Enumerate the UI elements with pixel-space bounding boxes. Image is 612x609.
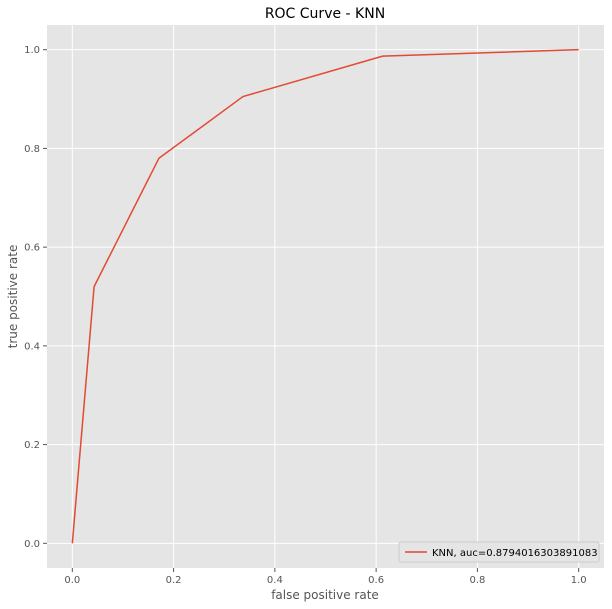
y-tick-label: 0.6 <box>24 243 40 254</box>
x-tick-label: 0.6 <box>368 575 384 586</box>
y-tick-label: 0.8 <box>24 144 40 155</box>
legend-box <box>398 541 600 563</box>
x-tick-label: 0.0 <box>64 575 80 586</box>
x-tick-label: 1.0 <box>571 575 587 586</box>
grid-lines <box>47 25 604 568</box>
chart-title: ROC Curve - KNN <box>265 6 385 22</box>
x-tick-label: 0.8 <box>469 575 485 586</box>
x-axis-ticks: 0.0 0.2 0.4 0.6 0.8 1.0 <box>64 568 587 586</box>
y-tick-label: 1.0 <box>24 45 40 56</box>
y-tick-label: 0.4 <box>24 341 40 352</box>
legend: KNN, auc=0.8794016303891083 <box>398 541 600 563</box>
x-tick-label: 0.2 <box>166 575 182 586</box>
y-tick-label: 0.0 <box>24 539 40 550</box>
series-line-knn <box>71 48 579 544</box>
y-axis-ticks: 0.0 0.2 0.4 0.6 0.8 1.0 <box>24 45 47 550</box>
legend-label: KNN, auc=0.8794016303891083 <box>432 548 598 559</box>
x-tick-label: 0.4 <box>267 575 283 586</box>
y-axis-label: true positive rate <box>6 245 20 349</box>
series-group <box>71 48 579 544</box>
plot-area <box>47 25 604 568</box>
x-axis-label: false positive rate <box>271 588 379 602</box>
y-tick-label: 0.2 <box>24 440 40 451</box>
